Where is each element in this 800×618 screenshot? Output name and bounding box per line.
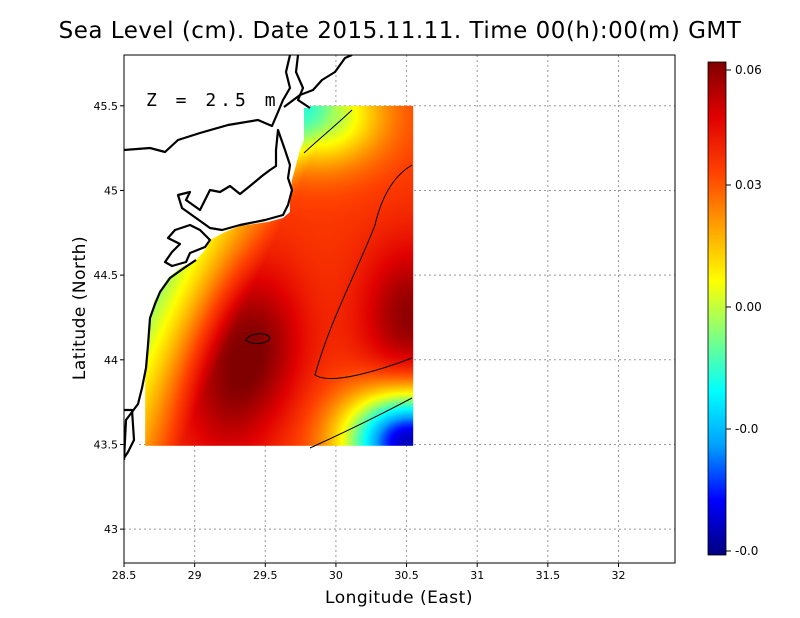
colorbar [707, 61, 727, 556]
y-tick-label: 43 [104, 523, 118, 536]
y-tick-label: 43.5 [94, 438, 119, 451]
x-tick-label: 31 [470, 569, 484, 582]
plot-frame [123, 54, 676, 564]
contour-line [245, 333, 271, 344]
x-axis-label: Longitude (East) [325, 588, 473, 608]
plot-title: Sea Level (cm). Date 2015.11.11. Time 00… [58, 18, 742, 44]
coastline-segment [163, 223, 212, 268]
coastline-segment [176, 128, 294, 232]
y-tick-label: 44 [104, 354, 118, 367]
contour-line [314, 164, 413, 379]
y-axis-label: Latitude (North) [70, 235, 90, 381]
coastline-segment [124, 55, 292, 154]
y-tick-label: 45.5 [94, 100, 119, 113]
x-tick-label: 30 [329, 569, 343, 582]
x-tick-label: 28.5 [112, 569, 137, 582]
contour-lines [245, 109, 413, 449]
x-tick-label: 30.5 [394, 569, 419, 582]
colorbar-tick-label: -0.0 [735, 544, 758, 558]
colorbar-tick-label: 0.06 [735, 63, 762, 77]
x-tick-label: 31.5 [536, 569, 561, 582]
x-tick-label: 29 [188, 569, 202, 582]
colorbar-tick-label: 0.03 [735, 178, 762, 192]
y-tick-label: 45 [104, 184, 118, 197]
x-tick-label: 32 [611, 569, 625, 582]
colorbar-tick-label: 0.00 [735, 300, 762, 314]
y-tick-label: 44.5 [94, 269, 119, 282]
coastline [124, 55, 353, 461]
x-tick-label: 29.5 [253, 569, 278, 582]
y-axis-ticks: 43 43.5 44 44.5 45 45.5 [94, 100, 124, 536]
land-mask [124, 55, 310, 449]
x-axis-ticks: 28.5 29 29.5 30 30.5 31 31.5 32 [112, 563, 625, 582]
contour-line [303, 109, 353, 154]
colorbar-ticks: 0.06 0.03 0.00 -0.0 -0.0 [726, 63, 762, 558]
coastline-segment [283, 55, 353, 108]
contour-line [309, 397, 413, 449]
coastline-segment [124, 408, 136, 459]
depth-annotation: Z = 2.5 m [146, 90, 280, 111]
land-mask-polygon [124, 55, 310, 449]
coastline-segment [294, 55, 311, 109]
colorbar-tick-label: -0.0 [735, 422, 758, 436]
